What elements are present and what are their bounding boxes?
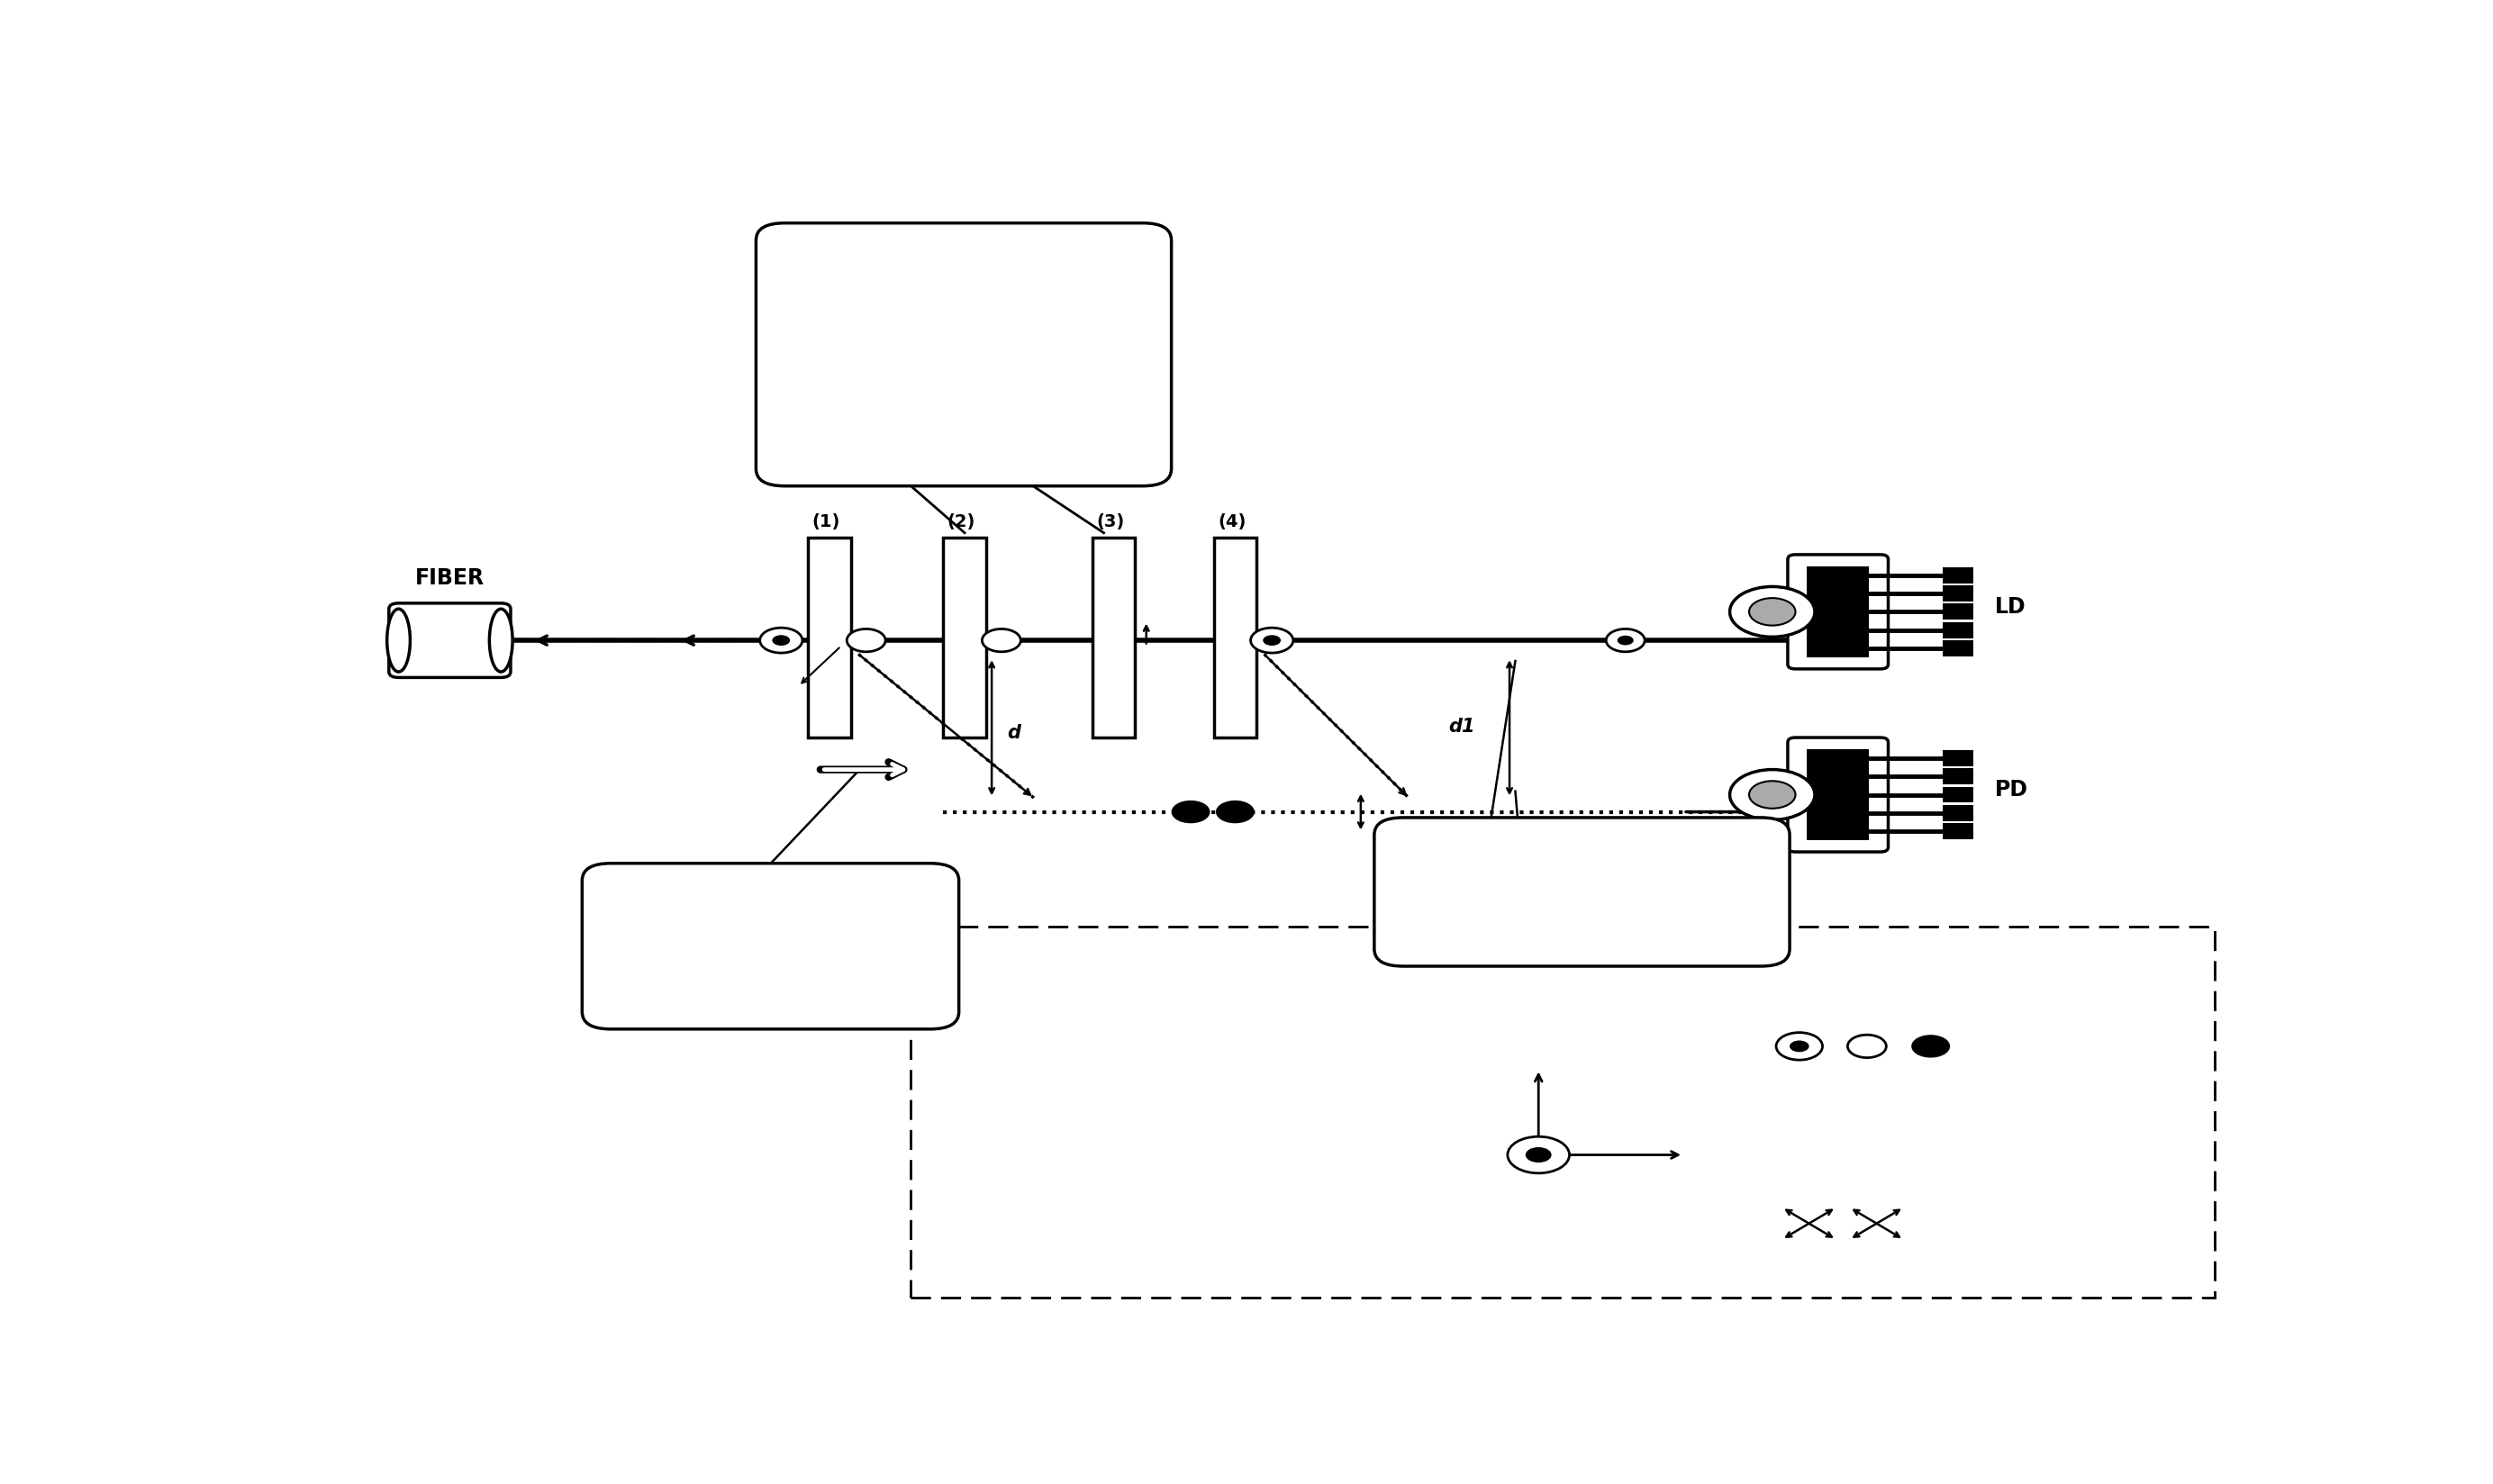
Ellipse shape [386,610,411,672]
Text: FIBER: FIBER [414,567,484,589]
Circle shape [773,635,790,646]
FancyBboxPatch shape [1787,555,1887,669]
Circle shape [982,629,1020,653]
FancyBboxPatch shape [583,864,960,1030]
Bar [1942,769,1974,785]
Circle shape [1172,801,1209,824]
Circle shape [1618,637,1633,646]
Bar [1942,586,1974,603]
Text: DISTANCE d
CORRESPONDINGTO
DISTANCE d1 MUST
BE SET: DISTANCE d CORRESPONDINGTO DISTANCE d1 M… [805,258,1002,347]
Bar [1092,539,1134,738]
Bar [1807,749,1870,841]
Circle shape [1605,629,1645,653]
Text: INTERVAL OF SOME
DEGREE IS REQUIRED: INTERVAL OF SOME DEGREE IS REQUIRED [1424,849,1633,890]
Text: (1): (1) [813,513,840,530]
Text: : POLARIZATION
IN x DIRECTION: : POLARIZATION IN x DIRECTION [1964,1199,2122,1239]
Circle shape [1526,1147,1551,1163]
Text: <SYMBOLS IN THE FIGURE>: <SYMBOLS IN THE FIGURE> [940,947,1234,965]
Text: (3): (3) [1097,513,1124,530]
Circle shape [1750,598,1795,626]
Bar [1942,604,1974,620]
FancyBboxPatch shape [755,224,1172,487]
Bar [1942,641,1974,657]
Text: (2): (2) [947,513,975,530]
Text: LD: LD [1994,595,2027,617]
Text: DIRECTION OF
MACNETIC FIELD (+Z): DIRECTION OF MACNETIC FIELD (+Z) [631,896,845,936]
Circle shape [1251,628,1294,653]
Text: λ: λ [1012,1113,1022,1129]
Text: d1: d1 [1448,718,1476,736]
FancyBboxPatch shape [910,926,2214,1298]
Text: (2)  FARADAY ELEMENT: (2) FARADAY ELEMENT [945,1071,1172,1089]
Bar [1942,751,1974,767]
Text: (4)  SECOND
BIREFRINGENT PLATE: (4) SECOND BIREFRINGENT PLATE [945,1160,1157,1201]
Circle shape [1217,801,1254,824]
Text: : POLARIZATION
IN y DIRECTION: : POLARIZATION IN y DIRECTION [1964,1022,2122,1061]
Circle shape [1264,635,1281,646]
Circle shape [1730,588,1815,638]
Circle shape [1912,1036,1950,1058]
Bar [1807,567,1870,657]
Text: y: y [1498,1184,1511,1202]
Bar [1942,787,1974,803]
Text: (3): (3) [945,1113,985,1129]
Circle shape [1790,1040,1810,1052]
Circle shape [1508,1137,1571,1174]
Ellipse shape [489,610,514,672]
Text: (4): (4) [1217,513,1246,530]
Bar [1942,568,1974,583]
Bar [1942,806,1974,822]
Bar [942,539,985,738]
Text: PD: PD [1994,779,2027,800]
Circle shape [1775,1033,1822,1060]
Circle shape [760,628,803,653]
FancyBboxPatch shape [1787,738,1887,852]
Text: (1)  FIRST BIREFRINGENT
PLATE: (1) FIRST BIREFRINGENT PLATE [945,1000,1194,1040]
Text: z: z [1693,1159,1705,1178]
Circle shape [1750,782,1795,809]
FancyBboxPatch shape [1374,818,1790,966]
Text: /2 PLATE: /2 PLATE [1030,1113,1114,1129]
Text: x: x [1548,1045,1561,1063]
Circle shape [1730,770,1815,821]
Bar [808,539,850,738]
Bar [1942,824,1974,840]
Text: d: d [1007,723,1020,742]
FancyBboxPatch shape [389,604,511,678]
Circle shape [848,629,885,653]
Bar [1214,539,1256,738]
Circle shape [1847,1036,1887,1058]
Bar [1942,623,1974,638]
